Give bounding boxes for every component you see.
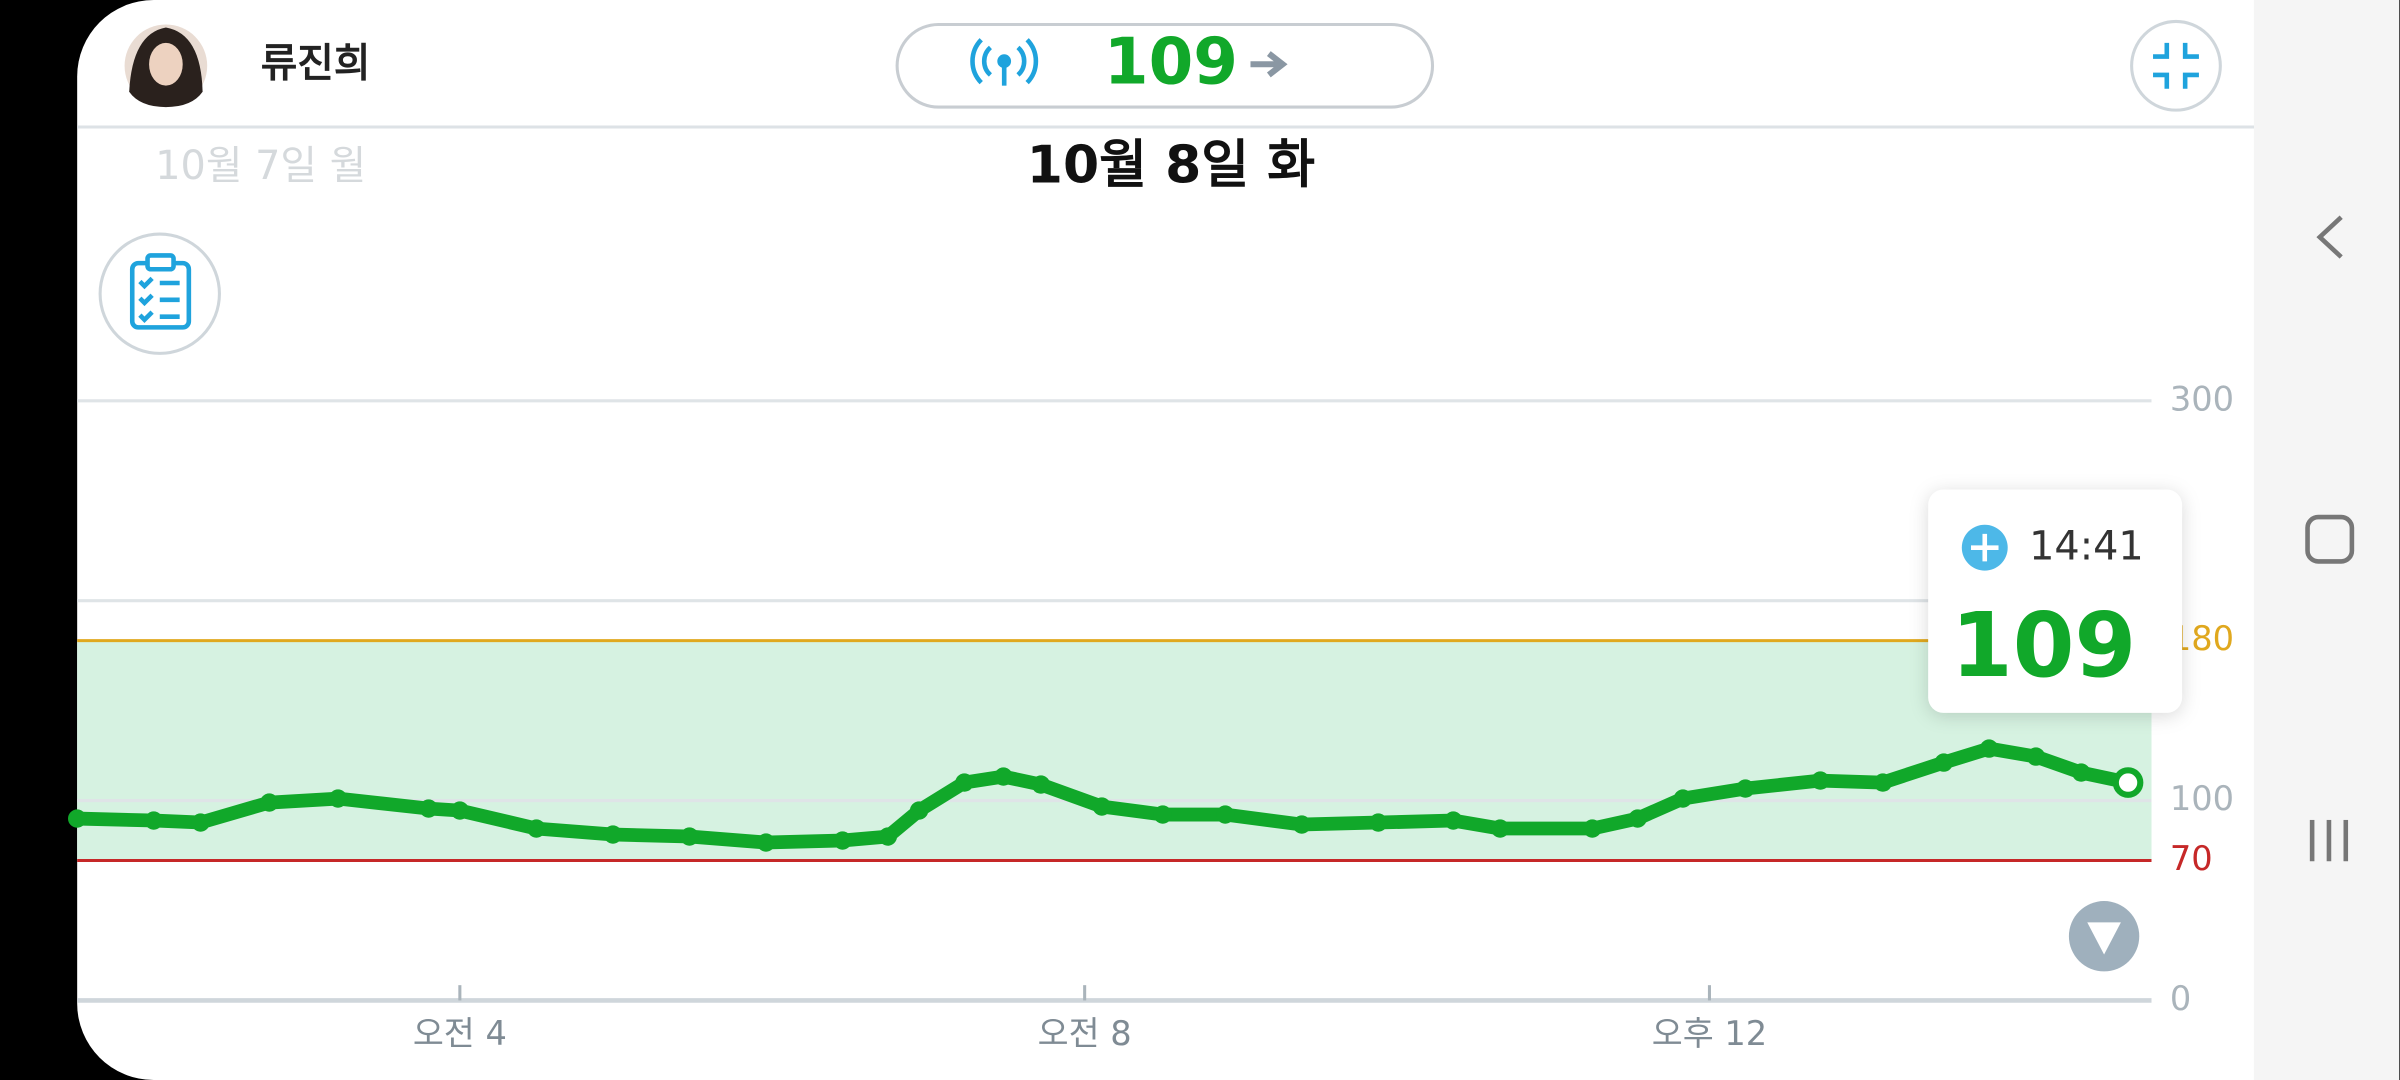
glucose-point	[603, 825, 623, 844]
y-tick-label: 0	[2170, 979, 2191, 1018]
trend-arrow	[1250, 51, 1288, 78]
glucose-point	[955, 773, 974, 792]
glucose-point	[756, 833, 776, 852]
glucose-point	[1673, 789, 1693, 808]
glucose-point	[260, 793, 279, 812]
glucose-point	[833, 831, 852, 850]
glucose-point	[419, 799, 438, 818]
y-tick-label: 300	[2170, 379, 2234, 418]
tooltip-value: 109	[1951, 594, 2136, 697]
glucose-point	[1490, 819, 1510, 838]
tooltip: 14:41 109	[1928, 489, 2183, 713]
glucose-point	[191, 813, 210, 832]
glucose-point	[144, 811, 163, 830]
collapse-icon	[2153, 42, 2199, 89]
glucose-point	[1583, 819, 1602, 838]
glucose-point	[994, 767, 1013, 786]
clipboard-icon	[129, 253, 192, 330]
glucose-point	[1811, 771, 1830, 790]
glucose-point	[2072, 763, 2091, 782]
log-button[interactable]	[98, 232, 221, 355]
current-glucose: 109	[1104, 24, 1238, 99]
glucose-point	[1292, 815, 1311, 834]
glucose-point	[1736, 779, 1755, 798]
glucose-point	[1934, 753, 1953, 772]
home-button[interactable]	[2305, 514, 2355, 564]
glucose-point	[1444, 811, 1463, 830]
tooltip-time: 14:41	[2029, 524, 2144, 570]
glucose-point	[1369, 813, 1388, 832]
current-date: 10월 8일 화	[1027, 135, 1315, 195]
glucose-point	[680, 827, 699, 846]
glucose-point	[2026, 747, 2046, 766]
glucose-point	[1979, 739, 1999, 758]
glucose-point	[1031, 775, 1051, 794]
signal-icon	[970, 38, 1039, 86]
target-band	[77, 640, 2152, 861]
avatar[interactable]	[124, 24, 208, 108]
x-tick-label: 오후 12	[1652, 1014, 1767, 1053]
target-low-label: 70	[2170, 839, 2213, 878]
user-name: 류진희	[261, 40, 371, 86]
glucose-point	[1216, 805, 1235, 824]
back-button[interactable]	[2316, 215, 2343, 259]
glucose-point	[878, 827, 898, 846]
prev-date[interactable]: 10월 7일 월	[155, 143, 366, 189]
y-tick-label: 100	[2170, 779, 2234, 818]
collapse-button[interactable]	[2130, 19, 2222, 112]
glucose-point	[527, 819, 546, 838]
glucose-point	[909, 801, 929, 820]
glucose-point	[1628, 809, 1647, 828]
glucose-point	[328, 789, 348, 808]
recents-button[interactable]	[2309, 819, 2349, 862]
glucose-point	[1092, 797, 1112, 816]
glucose-point	[450, 801, 470, 820]
glucose-point	[67, 809, 87, 828]
x-tick-label: 오전 8	[1038, 1014, 1132, 1053]
glucose-point	[1873, 773, 1893, 792]
glucose-point	[1153, 805, 1172, 824]
scroll-down-button[interactable]	[2068, 901, 2140, 972]
x-tick-label: 오전 4	[413, 1014, 507, 1053]
latest-point	[2112, 767, 2144, 798]
nav-bar	[2253, 0, 2400, 1080]
